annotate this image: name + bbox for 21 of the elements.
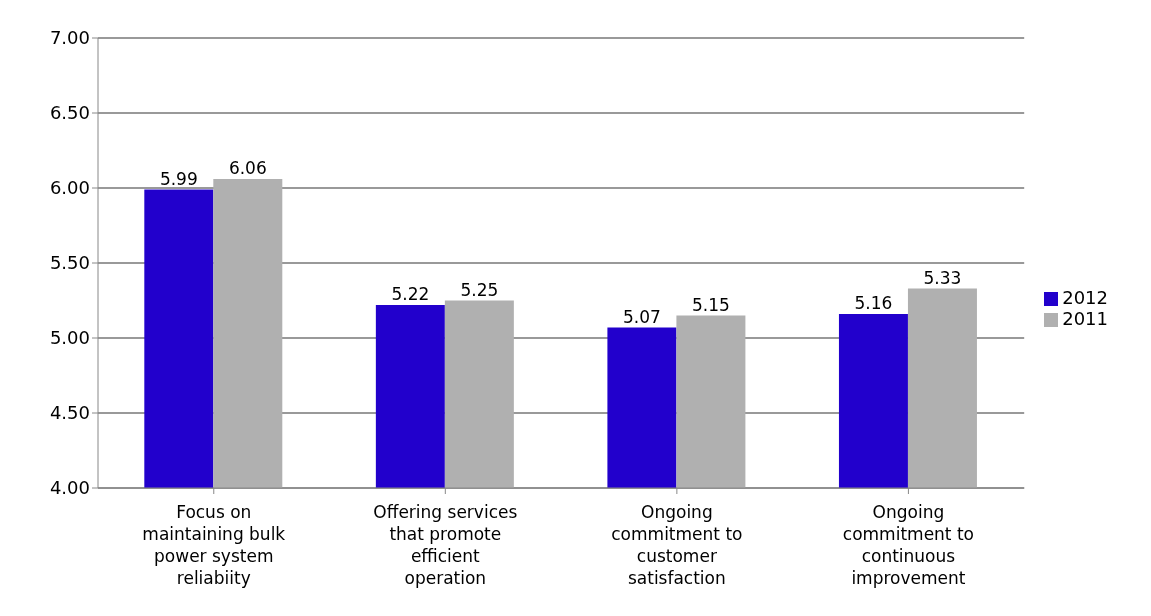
legend-label: 2011: [1062, 308, 1108, 329]
y-tick-label: 4.50: [49, 402, 90, 424]
y-tick-label: 5.50: [49, 252, 90, 274]
data-label: 5.25: [460, 279, 499, 300]
legend-label: 2012: [1062, 287, 1108, 308]
x-tick-label: Focus on maintaining bulk power system reliabiity: [142, 502, 286, 588]
y-tick-label: 4.00: [49, 477, 90, 499]
x-tick-label: Ongoing commitment to continuous improvement: [842, 502, 975, 588]
data-label: 6.06: [228, 158, 267, 178]
data-label: 5.99: [159, 168, 198, 189]
y-tick-label: 7.00: [49, 27, 90, 49]
data-label: 5.22: [391, 284, 430, 304]
x-tick-label: Offering services that promote efficient operation: [373, 502, 518, 588]
y-tick-label: 6.00: [49, 177, 90, 199]
data-label: 5.16: [854, 293, 893, 313]
data-label: 5.15: [691, 294, 730, 315]
y-tick-label: 5.00: [49, 327, 90, 349]
data-label: 5.07: [622, 306, 661, 327]
x-tick-label: Ongoing commitment to customer satisfaction: [611, 502, 743, 588]
data-label: 5.33: [923, 267, 962, 288]
y-tick-label: 6.50: [49, 102, 90, 124]
